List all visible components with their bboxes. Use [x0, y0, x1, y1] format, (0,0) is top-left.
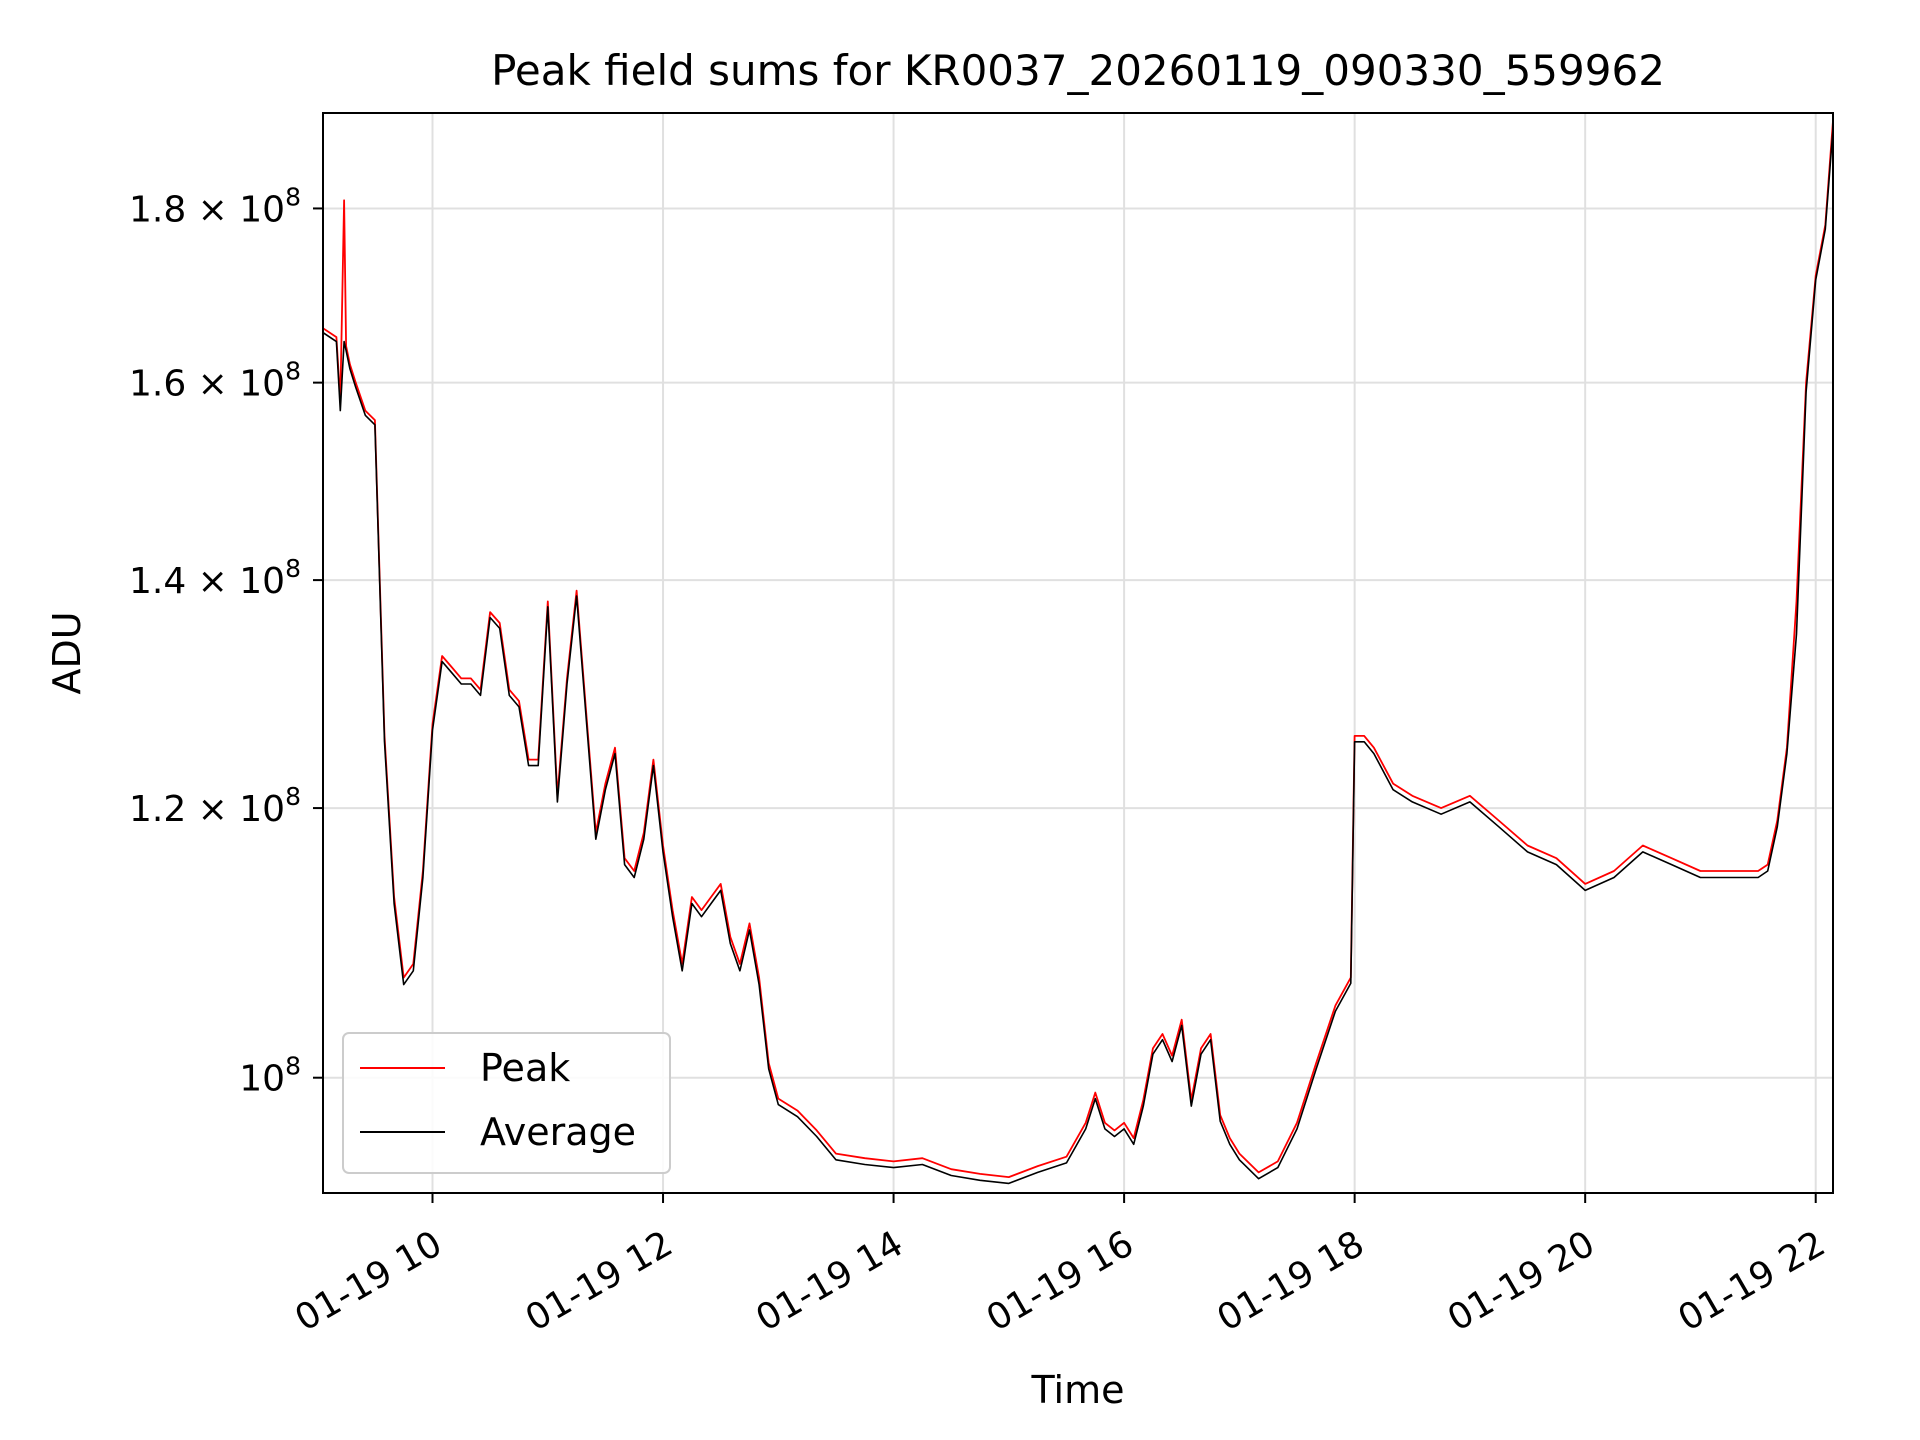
series-line-peak — [323, 120, 1833, 1178]
y-tick-mantissa: 10 — [239, 1059, 285, 1100]
y-tick-label: 1.4 × 108 — [129, 554, 301, 602]
y-tick-exponent: 8 — [285, 357, 301, 386]
y-tick-label: 1.8 × 108 — [129, 182, 301, 230]
y-tick-label: 1.2 × 108 — [129, 782, 301, 830]
y-tick-exponent: 8 — [285, 554, 301, 583]
y-tick-exponent: 8 — [285, 782, 301, 811]
y-tick-label: 108 — [239, 1052, 301, 1100]
series-line-average — [323, 128, 1833, 1185]
plot-lines — [323, 120, 1833, 1185]
plot-frame — [322, 112, 1834, 1194]
legend-label-average: Average — [480, 1110, 636, 1154]
y-tick-exponent: 8 — [285, 182, 301, 211]
x-axis-label: Time — [1031, 1368, 1125, 1412]
chart-title: Peak field sums for KR0037_20260119_0903… — [491, 46, 1665, 95]
legend-label-peak: Peak — [480, 1046, 570, 1090]
y-axis-label: ADU — [45, 611, 89, 694]
y-tick-mantissa: 1.8 × 10 — [129, 189, 285, 230]
y-tick-mantissa: 1.6 × 10 — [129, 364, 285, 405]
gridlines — [323, 113, 1833, 1193]
legend: Peak Average — [342, 1032, 671, 1174]
y-tick-exponent: 8 — [285, 1052, 301, 1081]
y-tick-mantissa: 1.4 × 10 — [129, 561, 285, 602]
y-tick-label: 1.6 × 108 — [129, 357, 301, 405]
y-tick-mantissa: 1.2 × 10 — [129, 789, 285, 830]
